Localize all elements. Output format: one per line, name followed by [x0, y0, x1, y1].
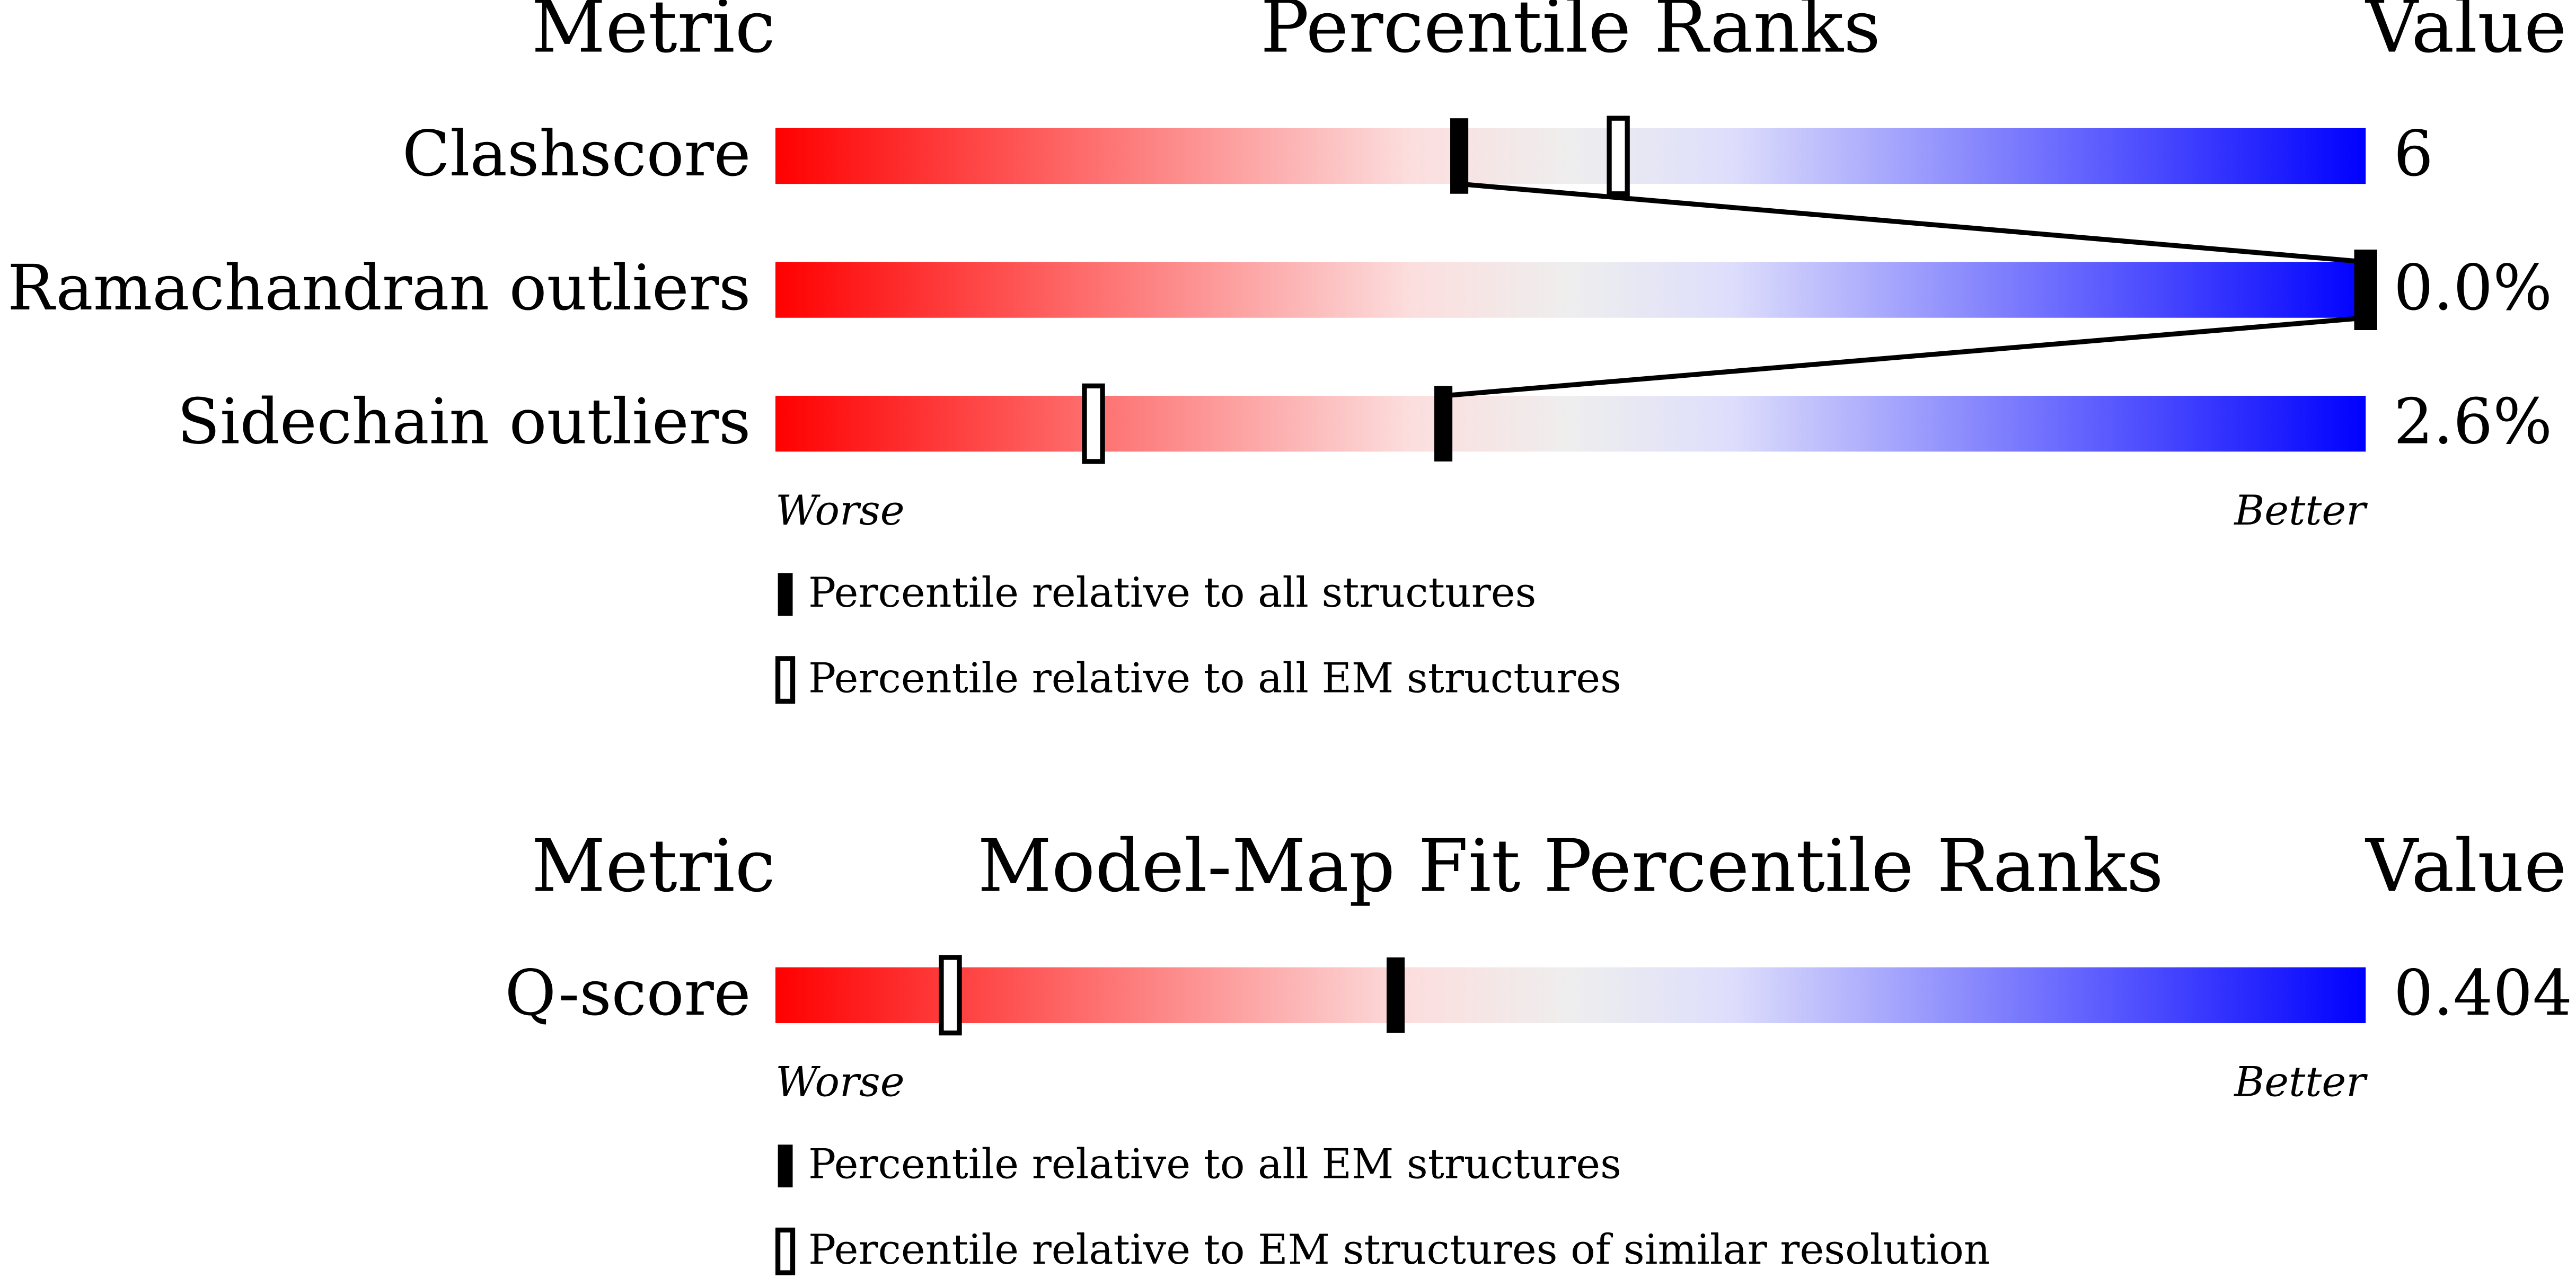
marker-open — [939, 955, 962, 1036]
marker-filled — [1387, 957, 1405, 1033]
legend-label: Percentile relative to all EM structures — [808, 1141, 1621, 1188]
header-title: Model-Map Fit Percentile Ranks — [977, 824, 2163, 908]
better-label: Better — [2233, 487, 2368, 535]
metric-value: 6 — [2394, 118, 2433, 190]
legend-marker-open — [775, 656, 796, 704]
header-metric: Metric — [532, 824, 775, 908]
metric-value: 0.404 — [2394, 957, 2572, 1030]
connector — [1459, 181, 2366, 264]
header-metric: Metric — [532, 0, 775, 69]
metric-name: Ramachandran outliers — [7, 252, 751, 324]
legend-label: Percentile relative to all EM structures — [808, 654, 1621, 702]
metric-value: 2.6% — [2394, 385, 2552, 458]
marker-open — [1082, 383, 1105, 464]
worse-label: Worse — [775, 487, 905, 535]
legend-marker-filled — [778, 573, 793, 616]
metric-name: Clashscore — [402, 118, 751, 190]
slider-bar — [775, 395, 2366, 452]
slider-bar — [775, 262, 2366, 318]
better-label: Better — [2233, 1059, 2368, 1106]
connector — [1443, 315, 2366, 398]
metric-name: Q-score — [505, 957, 751, 1030]
header-title: Percentile Ranks — [1260, 0, 1881, 69]
legend-marker-filled — [778, 1144, 793, 1187]
marker-filled — [1434, 386, 1453, 462]
slider-bar — [775, 128, 2366, 184]
slider-bar — [775, 967, 2366, 1023]
metric-name: Sidechain outliers — [177, 385, 751, 458]
legend-label: Percentile relative to all structures — [808, 569, 1536, 617]
metric-value: 0.0% — [2394, 252, 2552, 324]
legend-marker-open — [775, 1227, 796, 1275]
marker-filled — [1450, 118, 1469, 194]
worse-label: Worse — [775, 1059, 905, 1106]
marker-open — [1607, 116, 1630, 197]
header-value: Value — [2365, 0, 2566, 69]
legend-label: Percentile relative to EM structures of … — [808, 1226, 1990, 1274]
header-value: Value — [2365, 824, 2566, 908]
marker-filled — [2357, 252, 2375, 328]
